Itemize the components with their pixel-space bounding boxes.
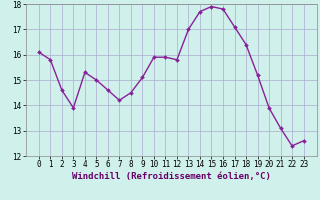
X-axis label: Windchill (Refroidissement éolien,°C): Windchill (Refroidissement éolien,°C) — [72, 172, 271, 181]
